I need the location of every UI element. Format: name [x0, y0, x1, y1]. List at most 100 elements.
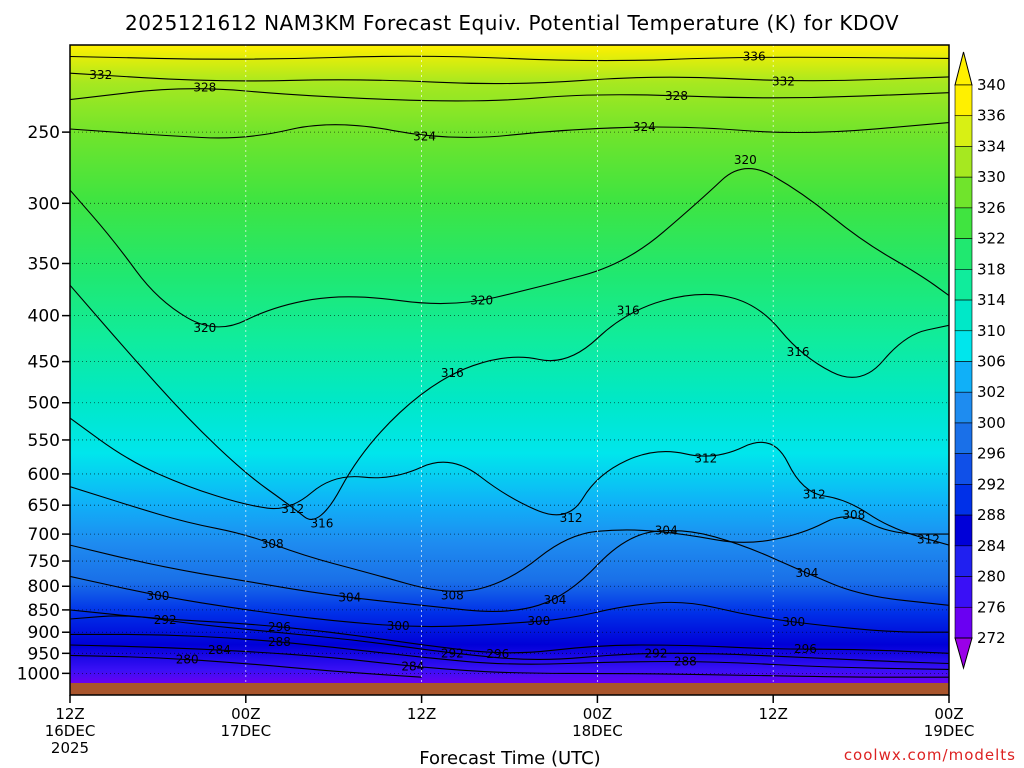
colorbar-label: 296 — [977, 445, 1006, 463]
colorbar-segment — [954, 146, 973, 178]
x-tick-label: 00Z — [583, 705, 612, 723]
contour-288 — [70, 633, 949, 670]
contour-304 — [70, 530, 949, 612]
y-tick-label: 300 — [28, 194, 60, 214]
y-tick-label: 550 — [28, 431, 60, 451]
contour-label: 320 — [470, 294, 493, 308]
contour-label: 312 — [917, 532, 940, 546]
contour-label: 332 — [89, 68, 112, 82]
x-tick-label: 2025 — [51, 739, 89, 757]
colorbar-label: 300 — [977, 414, 1006, 432]
contour-284 — [70, 644, 949, 678]
contour-label: 324 — [633, 120, 656, 134]
colorbar-label: 306 — [977, 353, 1006, 371]
contour-label: 320 — [734, 153, 757, 167]
colorbar-segment — [954, 238, 973, 270]
colorbar-segment — [954, 576, 973, 608]
contour-label: 292 — [645, 646, 668, 660]
colorbar-label: 302 — [977, 383, 1006, 401]
colorbar-segment — [954, 453, 973, 485]
colorbar-segment — [954, 269, 973, 301]
x-tick-label: 16DEC — [45, 722, 96, 740]
contour-label: 292 — [441, 646, 464, 660]
contour-label: 300 — [146, 589, 169, 603]
contour-328 — [70, 88, 949, 102]
colorbar-label: 272 — [977, 629, 1006, 647]
ground-strip — [70, 683, 949, 695]
contour-label: 304 — [795, 566, 818, 580]
colorbar-top-arrow — [954, 51, 973, 86]
contour-label: 336 — [743, 50, 766, 64]
colorbar-label: 292 — [977, 475, 1006, 493]
contour-label: 312 — [803, 488, 826, 502]
plot-frame — [69, 44, 950, 696]
contour-label: 308 — [441, 589, 464, 603]
contour-label: 312 — [560, 511, 583, 525]
contour-label: 296 — [486, 647, 509, 661]
contour-280 — [70, 654, 422, 678]
contour-324 — [70, 122, 949, 139]
contour-312 — [70, 417, 949, 546]
colorbar-segment — [954, 545, 973, 577]
contour-label: 320 — [193, 321, 216, 335]
chart-title: 2025121612 NAM3KM Forecast Equiv. Potent… — [125, 11, 899, 35]
colorbar-label: 326 — [977, 199, 1006, 217]
colorbar-label: 322 — [977, 230, 1006, 248]
contour-label: 288 — [674, 654, 697, 668]
contour-label: 288 — [268, 635, 291, 649]
x-tick-label: 12Z — [759, 705, 788, 723]
x-tick-label: 17DEC — [221, 722, 272, 740]
contour-label: 284 — [401, 659, 424, 673]
contour-label: 316 — [311, 517, 334, 531]
colorbar-label: 276 — [977, 598, 1006, 616]
colorbar-label: 280 — [977, 568, 1006, 586]
contour-label: 308 — [842, 508, 865, 522]
plot-area: 332 332 336 328 328 324 324 320 320 320 316 316 316 3… — [69, 44, 950, 696]
contour-label: 296 — [268, 620, 291, 634]
colorbar-segment — [954, 299, 973, 332]
colorbar-label: 288 — [977, 506, 1006, 524]
contour-label: 304 — [338, 591, 361, 605]
credit-text: coolwx.com/modelts — [844, 746, 1016, 764]
contour-label: 284 — [208, 643, 231, 657]
colorbar-segment — [954, 207, 973, 239]
y-tick-label: 250 — [28, 123, 60, 143]
colorbar-segment — [954, 330, 973, 362]
y-tick-label: 850 — [28, 601, 60, 621]
colorbar-segment — [954, 514, 973, 547]
colorbar-label: 310 — [977, 322, 1006, 340]
y-tick-label: 700 — [28, 525, 60, 545]
x-tick-label: 19DEC — [924, 722, 975, 740]
contour-label: 332 — [772, 74, 795, 88]
colorbar-bottom-arrow — [954, 637, 973, 670]
contour-336 — [70, 55, 949, 62]
contour-label: 316 — [787, 345, 810, 359]
contour-308 — [70, 486, 949, 592]
contour-300 — [70, 575, 949, 633]
colorbar-label: 336 — [977, 107, 1006, 125]
contour-label: 316 — [441, 366, 464, 380]
contour-label: 300 — [527, 614, 550, 628]
y-tick-label: 500 — [28, 394, 60, 414]
colorbar-segment — [954, 606, 973, 639]
colorbar-label: 340 — [977, 76, 1006, 94]
contour-320 — [70, 168, 949, 328]
colorbar: 340 336 334 330 326 322 318 314 310 306 302 300 296 2… — [954, 51, 1006, 670]
contour-label: 312 — [281, 502, 304, 516]
x-tick-label: 18DEC — [572, 722, 623, 740]
colorbar-segment — [954, 361, 973, 393]
colorbar-segment — [954, 176, 973, 209]
contour-label: 328 — [193, 80, 216, 94]
colorbar-segment — [954, 422, 973, 454]
y-tick-label: 800 — [28, 577, 60, 597]
contour-296 — [70, 609, 949, 654]
contour-lines: 332 332 336 328 328 324 324 320 320 320 316 316 316 3… — [70, 50, 949, 678]
y-tick-label: 950 — [28, 644, 60, 664]
y-axis: 2503003504004505005506006507007508008509… — [17, 123, 70, 684]
contour-label: 296 — [794, 642, 817, 656]
contour-316 — [70, 284, 949, 520]
colorbar-segment — [954, 115, 973, 147]
colorbar-label: 330 — [977, 168, 1006, 186]
contour-292 — [70, 615, 949, 665]
